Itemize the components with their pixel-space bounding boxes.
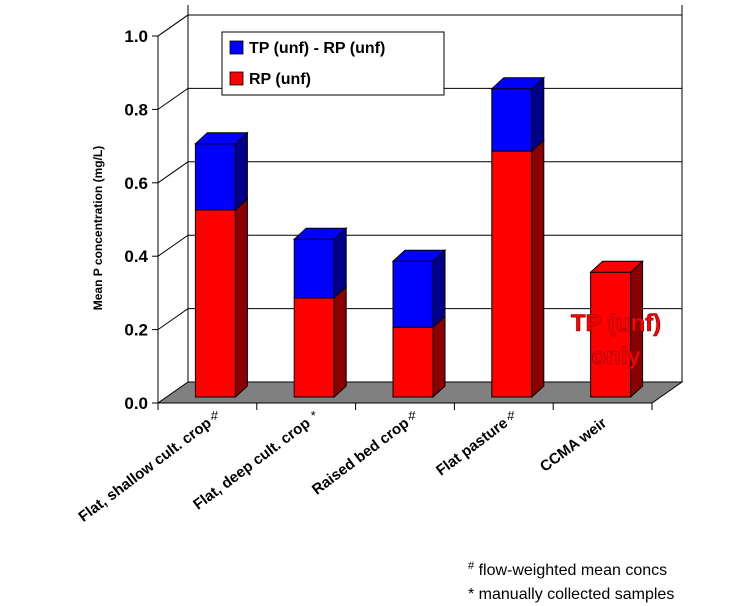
bar-side bbox=[531, 76, 545, 153]
legend-label-rp: RP (unf) bbox=[249, 71, 311, 88]
annotation-line-2: only bbox=[591, 343, 641, 370]
bar-side bbox=[234, 197, 248, 399]
bar-front bbox=[293, 238, 335, 299]
footnote-2-text: manually collected samples bbox=[474, 586, 674, 603]
y-tick-label: 0.4 bbox=[124, 247, 148, 266]
bar-top bbox=[391, 249, 447, 262]
y-tick-label: 1.0 bbox=[124, 27, 148, 46]
footnote-2: * manually collected samples bbox=[468, 586, 674, 603]
bar-top bbox=[194, 132, 249, 145]
category-label: Flat pasture bbox=[433, 415, 511, 480]
bar-front bbox=[590, 271, 632, 398]
y-tick-label: 0.8 bbox=[124, 100, 148, 119]
bar-side bbox=[234, 131, 248, 211]
legend-swatch-tp-minus-rp bbox=[229, 40, 244, 55]
y-axis-label: Mean P concentration (mg/L) bbox=[91, 146, 105, 310]
footnote-2-symbol: * bbox=[468, 586, 474, 603]
y-axis-ticks: 0.0 0.2 0.4 0.6 0.8 1.0 bbox=[124, 27, 158, 413]
footnote-1-symbol: # bbox=[468, 560, 475, 572]
bar-top bbox=[292, 227, 348, 240]
bar-front bbox=[491, 88, 533, 152]
ccma-annotation: TP (unf) only bbox=[571, 310, 662, 371]
bar-front bbox=[194, 143, 236, 211]
category-mark: # bbox=[408, 408, 416, 423]
bar-side bbox=[432, 249, 446, 329]
y-tick-label: 0.0 bbox=[124, 394, 148, 413]
category-marks: # * # # bbox=[211, 408, 515, 423]
category-label: Raised bed crop bbox=[309, 415, 412, 499]
category-label: Flat, shallow cult. crop bbox=[75, 415, 214, 526]
y-tick-label: 0.6 bbox=[124, 174, 148, 193]
annotation-line-1: TP (unf) bbox=[571, 310, 661, 337]
bar-top bbox=[589, 260, 644, 273]
bar-front bbox=[392, 260, 434, 328]
bar-side bbox=[432, 315, 446, 399]
gridline bbox=[157, 14, 682, 37]
bar-side bbox=[333, 285, 347, 399]
footnotes: # flow-weighted mean concs * manually co… bbox=[468, 560, 674, 603]
bar-front bbox=[491, 150, 533, 398]
bar-front bbox=[194, 209, 236, 398]
legend-label-tp-minus-rp: TP (unf) - RP (unf) bbox=[249, 40, 385, 57]
x-axis bbox=[157, 402, 653, 410]
bar-front bbox=[392, 326, 434, 398]
bar-side bbox=[531, 138, 545, 399]
legend-box bbox=[221, 31, 445, 96]
category-mark: # bbox=[507, 408, 515, 423]
bar-front bbox=[293, 297, 335, 398]
legend: TP (unf) - RP (unf) RP (unf) bbox=[221, 31, 445, 96]
category-mark: # bbox=[211, 408, 219, 423]
category-mark: * bbox=[311, 408, 316, 423]
footnote-1: # flow-weighted mean concs bbox=[468, 560, 667, 579]
category-label: CCMA weir bbox=[537, 415, 610, 476]
bar-side bbox=[333, 227, 347, 300]
y-tick-label: 0.2 bbox=[124, 321, 148, 340]
bars bbox=[194, 76, 644, 399]
bar-top bbox=[490, 77, 546, 90]
footnote-1-text: flow-weighted mean concs bbox=[474, 562, 667, 579]
legend-swatch-rp bbox=[229, 71, 244, 86]
